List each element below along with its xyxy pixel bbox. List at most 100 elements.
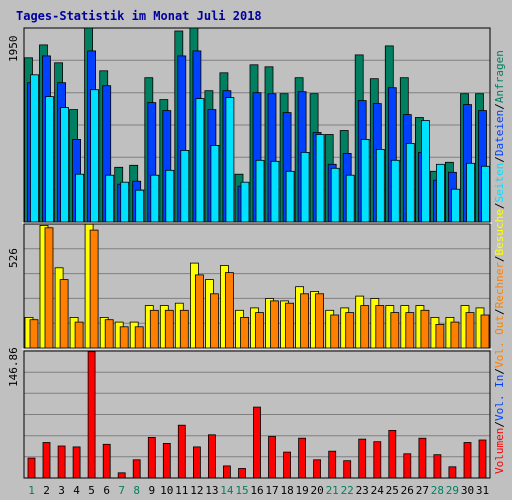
bar-rechner-day-12: [194, 274, 204, 349]
bar-rechner-day-30: [465, 312, 475, 349]
bar-seiten-day-6: [105, 174, 115, 223]
day-label: 24: [371, 484, 385, 497]
legend-item-dateien: Dateien: [493, 110, 506, 156]
bar-seiten-day-12: [195, 98, 205, 223]
legend-separator: /: [493, 421, 506, 428]
bar-rechner-day-4: [74, 321, 84, 349]
bar-seiten-day-15: [240, 181, 250, 223]
bar-seiten-day-23: [360, 138, 370, 223]
chart-panels: 1950 526 146.86: [7, 27, 492, 479]
day-label: 20: [310, 484, 323, 497]
legend-separator: /: [493, 255, 506, 262]
bar-volumen-day-6: [102, 443, 111, 479]
panel-top: 1950: [7, 27, 491, 223]
legend-item-anfragen: Anfragen: [493, 50, 506, 103]
bar-seiten-day-22: [345, 174, 355, 223]
bar-rechner-day-14: [224, 272, 234, 349]
bar-rechner-day-17: [270, 300, 279, 349]
y-max-tick-label: 1950: [7, 36, 20, 63]
legend-text: Volumen/Vol. In/Vol. Out/Rechner/Besuche…: [493, 50, 506, 474]
bar-rechner-day-3: [59, 279, 69, 349]
bar-volumen-day-10: [162, 442, 171, 479]
bar-rechner-day-25: [390, 312, 400, 349]
legend-separator: /: [493, 308, 506, 315]
day-label: 12: [190, 484, 203, 497]
legend-item-vol-out: Vol. Out: [493, 315, 506, 368]
bar-volumen-day-9: [147, 436, 156, 479]
bar-seiten-day-11: [180, 149, 190, 223]
day-label: 23: [356, 484, 369, 497]
legend-separator: /: [493, 103, 506, 110]
bar-seiten-day-26: [405, 142, 415, 223]
bar-volumen-day-1: [27, 457, 36, 479]
day-label: 19: [295, 484, 308, 497]
day-label: 30: [461, 484, 474, 497]
bar-rechner-day-8: [134, 326, 144, 349]
legend-separator: /: [493, 156, 506, 163]
day-label: 3: [58, 484, 65, 497]
bar-rechner-day-31: [480, 314, 490, 349]
bar-seiten-day-16: [255, 159, 265, 223]
bar-rechner-day-18: [285, 302, 295, 349]
bar-seiten-day-5: [90, 89, 99, 223]
bar-seiten-day-10: [165, 169, 175, 223]
panel-middle: 526: [7, 223, 491, 349]
day-label: 6: [103, 484, 110, 497]
bar-volumen-day-22: [343, 460, 352, 479]
day-label: 13: [205, 484, 218, 497]
series-volumen: [27, 351, 487, 479]
bar-rechner-day-16: [255, 312, 264, 349]
bar-volumen-day-26: [403, 453, 412, 479]
bar-rechner-day-24: [375, 305, 385, 349]
bar-volumen-day-19: [298, 437, 307, 479]
bar-rechner-day-13: [209, 293, 219, 349]
bar-rechner-day-21: [330, 314, 340, 349]
bar-seiten-day-1: [30, 74, 39, 223]
bar-seiten-day-13: [210, 144, 220, 223]
bar-seiten-day-28: [435, 163, 445, 223]
bar-volumen-day-28: [433, 454, 442, 479]
day-label: 7: [118, 484, 125, 497]
bar-seiten-day-2: [45, 96, 54, 223]
bar-volumen-day-25: [388, 429, 397, 479]
bar-volumen-day-23: [358, 438, 367, 479]
panel-bottom: 146.86: [7, 347, 491, 479]
bar-seiten-day-14: [225, 97, 235, 223]
bar-volumen-day-8: [132, 459, 141, 479]
right-legend: Volumen/Vol. In/Vol. Out/Rechner/Besuche…: [493, 50, 506, 474]
day-label: 21: [326, 484, 339, 497]
bar-volumen-day-18: [283, 451, 292, 479]
bar-volumen-day-3: [57, 445, 66, 479]
bar-rechner-day-10: [164, 309, 174, 349]
day-label: 9: [148, 484, 155, 497]
bar-volumen-day-27: [418, 437, 427, 479]
bar-rechner-day-26: [405, 312, 415, 349]
day-label: 31: [476, 484, 489, 497]
chart-title: Tages-Statistik im Monat Juli 2018: [16, 9, 262, 23]
bar-rechner-day-11: [179, 309, 189, 349]
series-rechner: [29, 227, 490, 349]
bar-rechner-day-23: [360, 305, 370, 349]
day-label: 1: [28, 484, 35, 497]
bar-rechner-day-6: [104, 319, 114, 349]
bar-volumen-day-20: [313, 459, 322, 479]
day-label: 25: [386, 484, 399, 497]
day-label: 10: [160, 484, 173, 497]
series-besuche: [24, 223, 485, 349]
legend-item-rechner: Rechner: [493, 262, 506, 309]
bar-seiten-day-21: [330, 167, 340, 223]
bar-seiten-day-4: [75, 173, 84, 223]
bar-rechner-day-5: [89, 229, 99, 349]
bar-volumen-day-14: [222, 465, 231, 479]
bar-seiten-day-31: [481, 165, 490, 223]
bar-volumen-day-7: [117, 472, 126, 479]
series-seiten: [30, 74, 490, 223]
bar-seiten-day-3: [60, 107, 69, 223]
bar-volumen-day-5: [87, 351, 96, 479]
bar-volumen-day-31: [478, 439, 487, 479]
bar-seiten-day-9: [150, 174, 160, 223]
bar-rechner-day-28: [435, 323, 445, 349]
bar-volumen-day-30: [463, 442, 472, 479]
day-label: 22: [341, 484, 354, 497]
